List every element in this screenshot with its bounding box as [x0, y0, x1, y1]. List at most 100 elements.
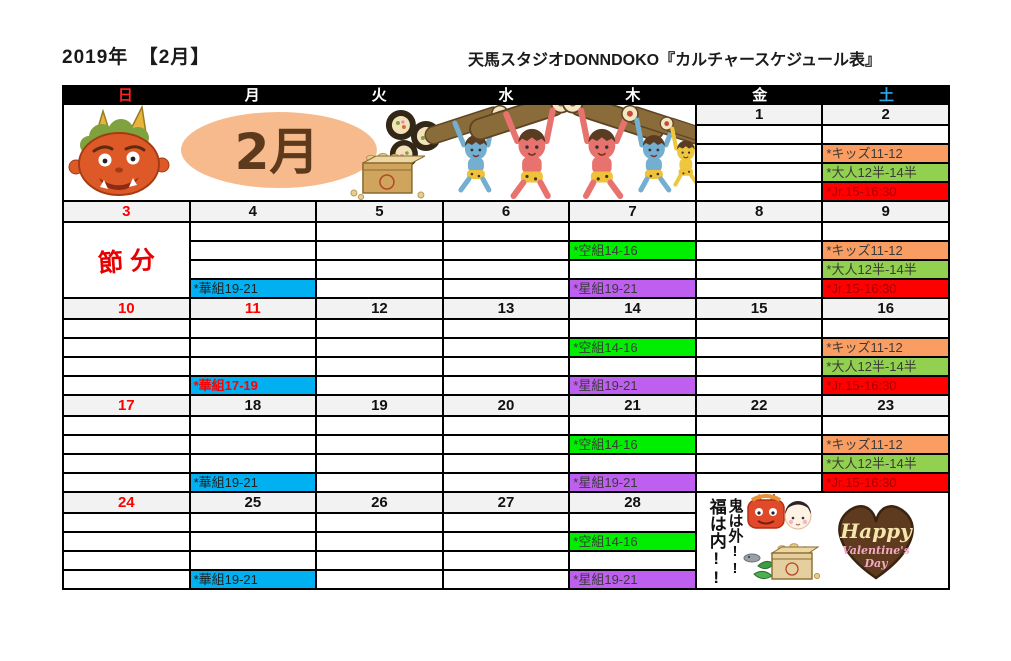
schedule-cell-17-row4 [64, 474, 191, 493]
schedule-cell-1-row2 [696, 145, 824, 164]
schedule-cell-8-row1 [696, 223, 824, 242]
class-entry-otona: *大人12半-14半 [823, 164, 948, 181]
schedule-cell-24-row1 [64, 514, 191, 533]
schedule-cell-15-row3 [696, 358, 824, 377]
date-cell-9: 9 [823, 202, 950, 223]
schedule-cell-26-row3 [317, 552, 444, 571]
schedule-cell-17-row3 [64, 455, 191, 474]
schedule-cell-25-row4: *華組19-21 [190, 571, 318, 590]
class-entry-otona: *大人12半-14半 [823, 261, 948, 278]
schedule-cell-11-row1 [190, 320, 318, 339]
schedule-cell-22-row3 [696, 455, 824, 474]
schedule-cell-20-row3 [443, 455, 571, 474]
schedule-cell-9-row2: *キッズ11-12 [823, 242, 950, 261]
class-entry-kids: *キッズ11-12 [823, 145, 948, 162]
calendar-week-4: 17 18 *華組19-21 19 20 21 *空組14-16 *星組19-21 22 23 *キ… [62, 396, 950, 493]
date-cell-8: 8 [696, 202, 824, 223]
schedule-cell-23-row4: *Jr.15-16:30 [823, 474, 950, 493]
holly-sardine-icon [743, 553, 776, 580]
schedule-cell-11-row3 [190, 358, 318, 377]
schedule-cell-12-row1 [317, 320, 444, 339]
schedule-cell-27-row3 [443, 552, 571, 571]
schedule-cell-16-row4: *Jr.15-16:30 [823, 377, 950, 396]
schedule-cell-13-row2 [443, 339, 571, 358]
schedule-cell-27-row4 [443, 571, 571, 590]
schedule-cell-21-row4: *星組19-21 [570, 474, 697, 493]
schedule-cell-28-row2: *空組14-16 [570, 533, 697, 552]
class-entry-hana19: *華組19-21 [190, 474, 316, 491]
class-entry-sora: *空組14-16 [570, 436, 695, 453]
schedule-cell-10-row3 [64, 358, 191, 377]
date-cell-24: 24 [64, 493, 191, 514]
schedule-cell-24-row2 [64, 533, 191, 552]
weekday-header-tue: 火 [371, 86, 387, 104]
calendar-week-2: 節分 3 4 *華組19-21 5 6 7 *空組14-16 *星組19-21 8 9 *キッズ11-… [62, 202, 950, 299]
date-cell-18: 18 [190, 396, 318, 417]
date-cell-16: 16 [823, 299, 950, 320]
masu-bean-box-icon [350, 152, 426, 200]
schedule-cell-9-row1 [823, 223, 950, 242]
class-entry-sora: *空組14-16 [570, 533, 695, 550]
svg-text:Day: Day [864, 557, 890, 570]
schedule-cell-26-row4 [317, 571, 444, 590]
schedule-cell-1-row4 [696, 183, 824, 202]
class-entry-kids: *キッズ11-12 [823, 339, 948, 356]
schedule-cell-21-row3 [570, 455, 697, 474]
schedule-cell-18-row2 [190, 436, 318, 455]
schedule-cell-6-row4 [443, 280, 571, 299]
weekday-header-wed: 水 [498, 86, 514, 104]
schedule-cell-11-row4: *華組17-19 [190, 377, 318, 396]
class-entry-kids: *キッズ11-12 [823, 436, 948, 453]
date-cell-28: 28 [570, 493, 697, 514]
schedule-cell-7-row1 [570, 223, 697, 242]
schedule-cell-17-row2 [64, 436, 191, 455]
schedule-cell-12-row4 [317, 377, 444, 396]
schedule-cell-14-row4: *星組19-21 [570, 377, 697, 396]
date-cell-17: 17 [64, 396, 191, 417]
date-cell-1: 1 [696, 105, 824, 126]
date-cell-2: 2 [823, 105, 950, 126]
valentine-illustration: 福は内!! 鬼は外!! [696, 493, 950, 590]
date-cell-13: 13 [443, 299, 571, 320]
schedule-cell-22-row4 [696, 474, 824, 493]
schedule-cell-10-row2 [64, 339, 191, 358]
date-cell-20: 20 [443, 396, 571, 417]
schedule-cell-12-row3 [317, 358, 444, 377]
svg-text:2月: 2月 [235, 123, 320, 181]
schedule-cell-2-row4: *Jr.15-16:30 [823, 183, 950, 202]
schedule-cell-14-row2: *空組14-16 [570, 339, 697, 358]
page-title-year-month: 2019年 【2月】 [62, 47, 211, 68]
schedule-cell-8-row4 [696, 280, 824, 299]
date-cell-19: 19 [317, 396, 444, 417]
weekday-header-row: 日月火水木金土 [62, 85, 950, 105]
schedule-cell-28-row1 [570, 514, 697, 533]
schedule-cell-25-row1 [190, 514, 318, 533]
schedule-cell-28-row3 [570, 552, 697, 571]
schedule-cell-24-row4 [64, 571, 191, 590]
date-cell-4: 4 [190, 202, 318, 223]
february-banner-illustration: 2月 [64, 105, 697, 202]
schedule-cell-19-row4 [317, 474, 444, 493]
schedule-cell-17-row1 [64, 417, 191, 436]
schedule-cell-16-row2: *キッズ11-12 [823, 339, 950, 358]
date-cell-11: 11 [190, 299, 318, 320]
schedule-cell-5-row1 [317, 223, 444, 242]
page-title-studio: 天馬スタジオDONNDOKO『カルチャースケジュール表』 [468, 52, 882, 69]
oni-kid-illustration [659, 116, 695, 187]
class-entry-hoshi: *星組19-21 [570, 571, 695, 588]
schedule-cell-23-row2: *キッズ11-12 [823, 436, 950, 455]
date-cell-6: 6 [443, 202, 571, 223]
calendar-week-5: 福は内!! 鬼は外!! [62, 493, 950, 590]
weekday-header-mon: 月 [244, 86, 260, 104]
schedule-cell-2-row2: *キッズ11-12 [823, 145, 950, 164]
class-entry-hoshi: *星組19-21 [570, 280, 695, 297]
schedule-cell-21-row1 [570, 417, 697, 436]
class-entry-jr: *Jr.15-16:30 [823, 183, 948, 200]
date-cell-14: 14 [570, 299, 697, 320]
class-entry-hoshi: *星組19-21 [570, 474, 695, 491]
schedule-cell-18-row3 [190, 455, 318, 474]
schedule-cell-24-row3 [64, 552, 191, 571]
schedule-cell-18-row4: *華組19-21 [190, 474, 318, 493]
schedule-cell-20-row4 [443, 474, 571, 493]
class-entry-otona: *大人12半-14半 [823, 358, 948, 375]
